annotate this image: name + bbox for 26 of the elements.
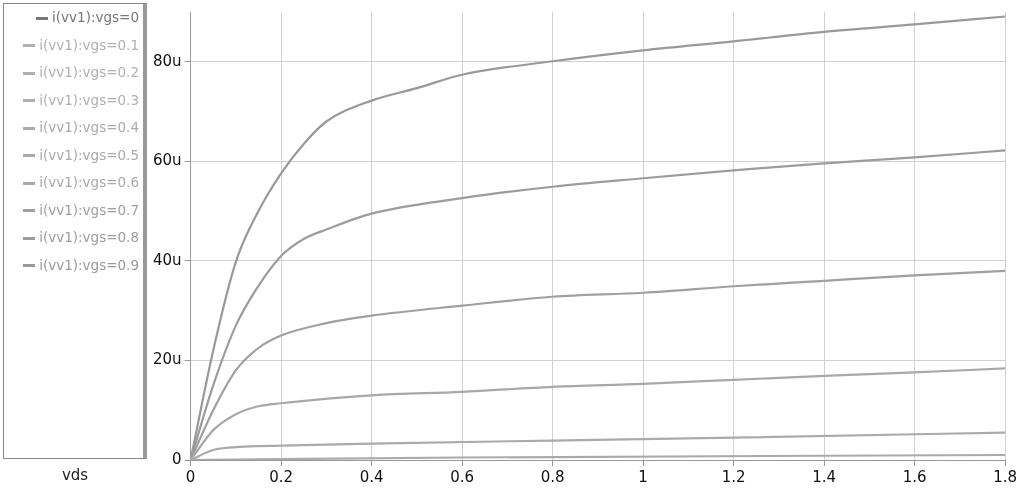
y-tick-label: 80u — [153, 51, 182, 70]
x-tick-label: 1.2 — [721, 467, 746, 486]
legend-label: i(vv1):vgs=0.4 — [39, 119, 139, 135]
legend-label: i(vv1):vgs=0.6 — [39, 174, 139, 190]
y-tick-label: 40u — [153, 250, 182, 269]
y-tick-label: 20u — [153, 350, 182, 369]
legend-label: i(vv1):vgs=0.7 — [39, 201, 139, 218]
legend-label: i(vv1):vgs=0.9 — [39, 256, 139, 273]
legend-label: i(vv1):vgs=0.5 — [39, 146, 139, 163]
legend-label: i(vv1):vgs=0.1 — [39, 36, 139, 53]
x-tick-label: 1.6 — [902, 467, 927, 486]
x-tick-label: 1.4 — [812, 467, 837, 486]
x-tick-label: 0.6 — [450, 467, 475, 486]
y-tick-label: 0 — [172, 449, 182, 468]
x-tick-label: 0.8 — [540, 467, 565, 486]
legend-label: i(vv1):vgs=0 — [52, 9, 139, 25]
x-tick-label: 1 — [638, 467, 648, 486]
x-tick-label: 1.8 — [993, 467, 1017, 486]
y-tick-label: 60u — [153, 151, 182, 170]
legend-label: i(vv1):vgs=0.2 — [39, 64, 139, 80]
x-axis-title: vds — [60, 466, 90, 484]
legend-label: i(vv1):vgs=0.8 — [39, 229, 139, 245]
x-tick-label: 0.2 — [269, 467, 294, 486]
x-tick-label: 0 — [185, 467, 196, 486]
x-tick-label: 0.4 — [359, 467, 384, 486]
legend-label: i(vv1):vgs=0.3 — [39, 91, 139, 108]
